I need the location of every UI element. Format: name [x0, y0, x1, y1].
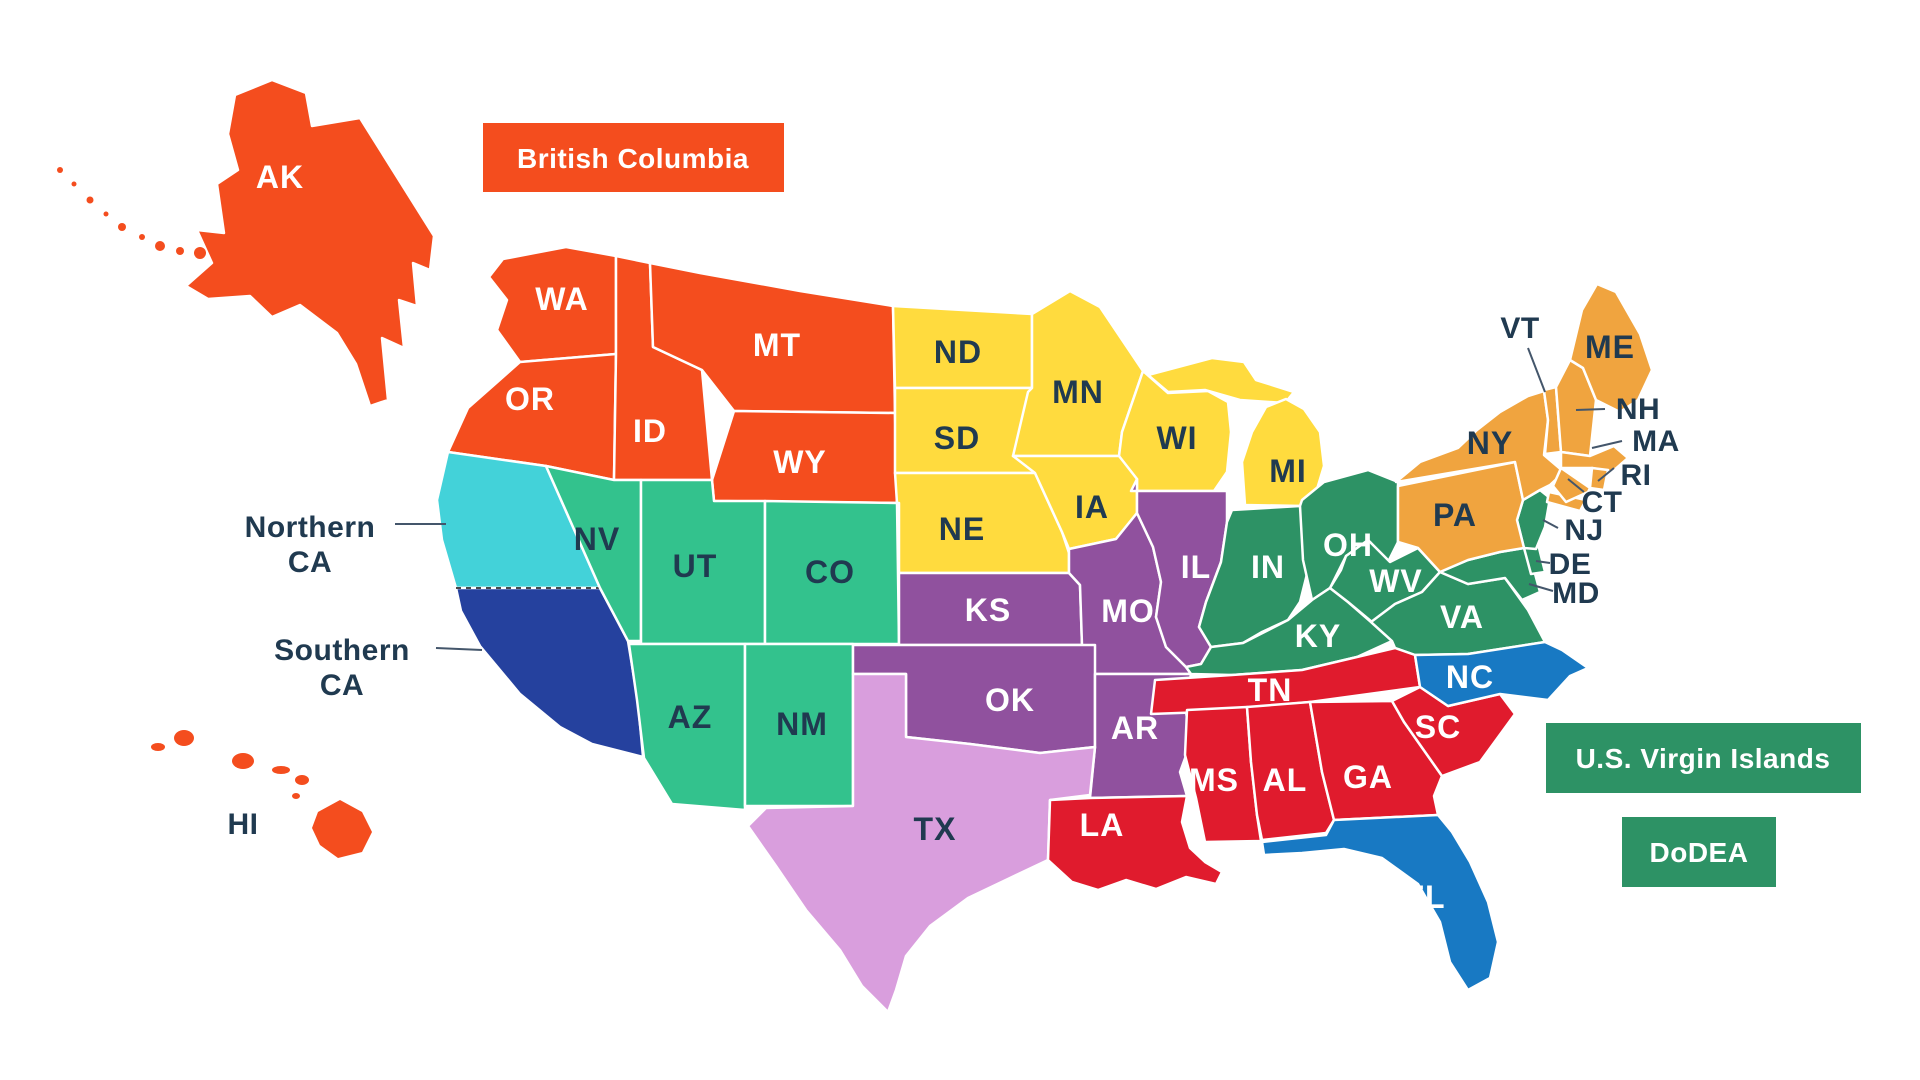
- state-label-wv: WV: [1369, 563, 1423, 599]
- hawaii-big-island-icon: [312, 800, 372, 858]
- state-label-ak: AK: [256, 159, 304, 195]
- state-label-ne: NE: [939, 511, 985, 547]
- callout-label-nj: NJ: [1564, 514, 1603, 547]
- hawaii-group: [151, 730, 372, 858]
- ct-callout-line: [1567, 478, 1585, 493]
- aleutian-island-icon: [118, 223, 126, 231]
- state-label-il: IL: [1181, 549, 1211, 585]
- state-label-me: ME: [1585, 329, 1635, 365]
- aleutian-island-icon: [57, 167, 63, 173]
- state-label-tx: TX: [914, 811, 957, 847]
- hawaii-island-icon: [151, 743, 165, 751]
- state-label-ia: IA: [1075, 489, 1109, 525]
- aleutian-island-icon: [103, 211, 109, 217]
- state-fl: [1260, 813, 1500, 992]
- state-label-sc: SC: [1415, 709, 1461, 745]
- state-label-nm: NM: [776, 706, 828, 742]
- state-label-ga: GA: [1343, 759, 1393, 795]
- dodea-badge-label: DoDEA: [1650, 837, 1749, 868]
- aleutian-island-icon: [176, 247, 184, 255]
- md-callout-line: [1528, 583, 1554, 592]
- de-callout-line: [1535, 560, 1551, 564]
- callout-label-ri: RI: [1621, 459, 1652, 492]
- callout-label-northern-ca-line1: Northern: [245, 511, 376, 544]
- state-label-co: CO: [805, 554, 855, 590]
- hawaii-island-icon: [174, 730, 194, 746]
- nj-callout-line: [1542, 519, 1559, 529]
- callout-label-southern-ca-line1: Southern: [274, 634, 410, 667]
- callout-label-northern-ca-line2: CA: [288, 546, 332, 579]
- state-label-id: ID: [633, 413, 667, 449]
- state-nc: [1413, 640, 1590, 708]
- state-me: [1568, 282, 1654, 414]
- british-columbia-badge-label: British Columbia: [517, 143, 749, 174]
- aleutian-island-icon: [139, 234, 145, 240]
- hawaii-island-icon: [292, 793, 300, 799]
- state-label-mo: MO: [1101, 593, 1155, 629]
- state-ma: [1559, 444, 1630, 474]
- aleutian-island-icon: [86, 196, 94, 204]
- state-label-wy: WY: [773, 444, 827, 480]
- callout-label-de: DE: [1549, 548, 1592, 581]
- dodea-badge-bg: [1622, 817, 1776, 887]
- state-label-wa: WA: [535, 281, 589, 317]
- british-columbia-badge: British Columbia: [483, 123, 784, 192]
- callout-label-nh: NH: [1616, 393, 1660, 426]
- state-label-sd: SD: [934, 420, 980, 456]
- state-la: [1046, 794, 1224, 892]
- state-label-al: AL: [1263, 762, 1308, 798]
- state-label-fl: FL: [1404, 879, 1445, 915]
- callout-label-southern-ca-line2: CA: [320, 669, 364, 702]
- state-ak: [184, 78, 436, 408]
- state-label-wi: WI: [1156, 420, 1197, 456]
- callout-label-hi: HI: [228, 808, 259, 841]
- state-ct: [1551, 466, 1592, 504]
- state-label-ks: KS: [965, 592, 1011, 628]
- state-label-or: OR: [505, 381, 555, 417]
- dodea-badge: DoDEA: [1622, 817, 1776, 887]
- state-label-mt: MT: [753, 327, 801, 363]
- state-label-mi: MI: [1269, 453, 1307, 489]
- state-label-tn: TN: [1248, 672, 1293, 708]
- aleutian-island-icon: [155, 241, 165, 251]
- nh-callout-line: [1575, 408, 1606, 411]
- state-tx: [746, 672, 1097, 1014]
- state-label-ky: KY: [1295, 618, 1341, 654]
- state-label-va: VA: [1440, 599, 1484, 635]
- state-label-ok: OK: [985, 682, 1035, 718]
- vt-callout-line: [1527, 347, 1546, 393]
- state-label-oh: OH: [1323, 527, 1373, 563]
- callout-label-md: MD: [1552, 577, 1600, 610]
- state-label-nc: NC: [1446, 659, 1494, 695]
- hawaii-island-icon: [232, 753, 254, 769]
- callout-label-ma: MA: [1632, 425, 1680, 458]
- alaska-group: [57, 78, 436, 408]
- southern-ca-callout-line: [435, 647, 483, 651]
- hawaii-island-icon: [272, 766, 290, 774]
- state-label-nv: NV: [574, 521, 620, 557]
- usvi-badge: U.S. Virgin Islands: [1546, 723, 1861, 793]
- aleutian-island-icon: [194, 247, 206, 259]
- state-label-in: IN: [1251, 549, 1285, 585]
- state-label-nd: ND: [934, 334, 982, 370]
- state-label-az: AZ: [668, 699, 713, 735]
- state-label-ut: UT: [673, 548, 718, 584]
- british-columbia-badge-bg: [483, 123, 784, 192]
- state-label-ar: AR: [1111, 710, 1159, 746]
- usvi-badge-label: U.S. Virgin Islands: [1576, 743, 1831, 774]
- ri-callout-line: [1597, 467, 1615, 482]
- state-label-mn: MN: [1052, 374, 1104, 410]
- hawaii-island-icon: [295, 775, 309, 785]
- state-label-la: LA: [1080, 807, 1125, 843]
- state-label-ny: NY: [1467, 425, 1513, 461]
- state-label-pa: PA: [1433, 497, 1477, 533]
- state-mi-upper: [1146, 356, 1296, 405]
- callout-label-vt: VT: [1500, 312, 1539, 345]
- ma-callout-line: [1591, 440, 1623, 449]
- usvi-badge-bg: [1546, 723, 1861, 793]
- state-label-ms: MS: [1189, 762, 1239, 798]
- callout-label-ct: CT: [1582, 486, 1623, 519]
- aleutian-island-icon: [71, 181, 77, 187]
